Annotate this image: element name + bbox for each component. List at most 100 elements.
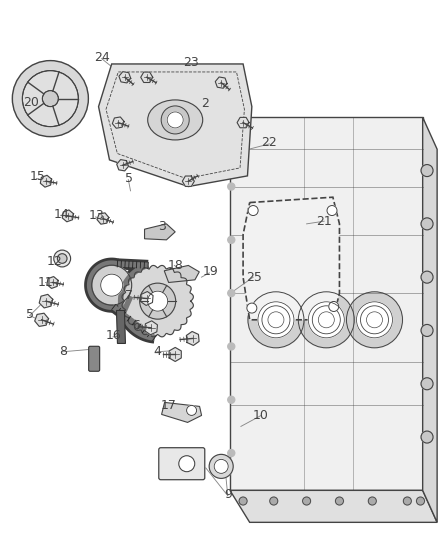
Polygon shape bbox=[237, 117, 249, 128]
Circle shape bbox=[327, 206, 337, 215]
Polygon shape bbox=[122, 265, 194, 337]
Polygon shape bbox=[117, 310, 125, 343]
Polygon shape bbox=[169, 348, 181, 361]
Circle shape bbox=[367, 312, 382, 328]
Polygon shape bbox=[97, 213, 109, 224]
Text: 14: 14 bbox=[53, 208, 69, 221]
Text: 3: 3 bbox=[158, 220, 166, 233]
Polygon shape bbox=[182, 176, 194, 187]
Text: 23: 23 bbox=[183, 56, 199, 69]
Polygon shape bbox=[145, 321, 157, 335]
Text: 11: 11 bbox=[38, 276, 54, 289]
Circle shape bbox=[214, 459, 228, 473]
Circle shape bbox=[187, 406, 197, 415]
Polygon shape bbox=[164, 265, 199, 282]
Polygon shape bbox=[119, 71, 131, 83]
Circle shape bbox=[421, 431, 433, 443]
Circle shape bbox=[336, 497, 343, 505]
Circle shape bbox=[140, 283, 176, 319]
Circle shape bbox=[308, 302, 344, 338]
Text: 5: 5 bbox=[26, 308, 34, 321]
Polygon shape bbox=[141, 292, 153, 305]
Ellipse shape bbox=[148, 100, 203, 140]
Circle shape bbox=[228, 343, 235, 350]
Text: 17: 17 bbox=[161, 399, 177, 411]
Text: 15: 15 bbox=[29, 171, 45, 183]
Circle shape bbox=[403, 497, 411, 505]
Text: 18: 18 bbox=[167, 259, 183, 272]
Polygon shape bbox=[40, 175, 52, 187]
Circle shape bbox=[161, 106, 189, 134]
Circle shape bbox=[298, 292, 354, 348]
Circle shape bbox=[12, 61, 88, 136]
Circle shape bbox=[148, 291, 168, 311]
Polygon shape bbox=[423, 117, 437, 522]
Circle shape bbox=[228, 183, 235, 190]
Text: 16: 16 bbox=[106, 329, 122, 342]
Circle shape bbox=[42, 91, 58, 107]
Polygon shape bbox=[145, 224, 175, 240]
Circle shape bbox=[179, 456, 195, 472]
Text: 13: 13 bbox=[88, 209, 104, 222]
Circle shape bbox=[54, 250, 71, 267]
Text: 4: 4 bbox=[154, 345, 162, 358]
Circle shape bbox=[248, 292, 304, 348]
Circle shape bbox=[421, 378, 433, 390]
Polygon shape bbox=[99, 64, 252, 187]
Polygon shape bbox=[47, 277, 58, 288]
Circle shape bbox=[248, 206, 258, 215]
Text: 8: 8 bbox=[60, 345, 67, 358]
Text: 25: 25 bbox=[246, 271, 262, 284]
Circle shape bbox=[312, 306, 340, 334]
Polygon shape bbox=[162, 402, 201, 423]
Text: 22: 22 bbox=[261, 136, 277, 149]
Circle shape bbox=[228, 236, 235, 244]
Text: 21: 21 bbox=[316, 215, 332, 228]
Text: 19: 19 bbox=[202, 265, 218, 278]
Polygon shape bbox=[187, 332, 199, 345]
Circle shape bbox=[258, 302, 294, 338]
Circle shape bbox=[247, 303, 257, 313]
Polygon shape bbox=[62, 210, 74, 222]
FancyBboxPatch shape bbox=[88, 346, 100, 372]
Text: 6: 6 bbox=[132, 319, 140, 332]
Polygon shape bbox=[230, 490, 437, 522]
Circle shape bbox=[101, 274, 123, 296]
Circle shape bbox=[368, 497, 376, 505]
Circle shape bbox=[228, 146, 235, 153]
Polygon shape bbox=[243, 197, 339, 320]
Text: 24: 24 bbox=[94, 51, 110, 64]
Polygon shape bbox=[215, 77, 227, 88]
Circle shape bbox=[92, 265, 132, 305]
Circle shape bbox=[228, 449, 235, 457]
Text: 12: 12 bbox=[47, 255, 63, 268]
Circle shape bbox=[421, 218, 433, 230]
Polygon shape bbox=[230, 117, 423, 490]
Circle shape bbox=[42, 91, 58, 107]
Circle shape bbox=[268, 312, 284, 328]
Circle shape bbox=[318, 312, 334, 328]
Circle shape bbox=[360, 306, 389, 334]
Text: 5: 5 bbox=[125, 172, 133, 185]
Circle shape bbox=[421, 165, 433, 176]
Circle shape bbox=[417, 497, 424, 505]
Circle shape bbox=[421, 325, 433, 336]
Circle shape bbox=[167, 112, 183, 128]
Text: 20: 20 bbox=[24, 96, 39, 109]
Circle shape bbox=[357, 302, 392, 338]
Polygon shape bbox=[39, 294, 53, 308]
Circle shape bbox=[329, 302, 339, 311]
Circle shape bbox=[346, 292, 403, 348]
Circle shape bbox=[262, 306, 290, 334]
Circle shape bbox=[22, 70, 78, 127]
Circle shape bbox=[270, 497, 278, 505]
Polygon shape bbox=[113, 117, 124, 128]
Circle shape bbox=[421, 271, 433, 283]
Polygon shape bbox=[117, 159, 128, 171]
Text: 9: 9 bbox=[224, 488, 232, 501]
Text: 10: 10 bbox=[253, 409, 268, 422]
Polygon shape bbox=[141, 72, 153, 83]
Circle shape bbox=[228, 289, 235, 297]
Circle shape bbox=[209, 454, 233, 479]
Text: 2: 2 bbox=[201, 98, 209, 110]
